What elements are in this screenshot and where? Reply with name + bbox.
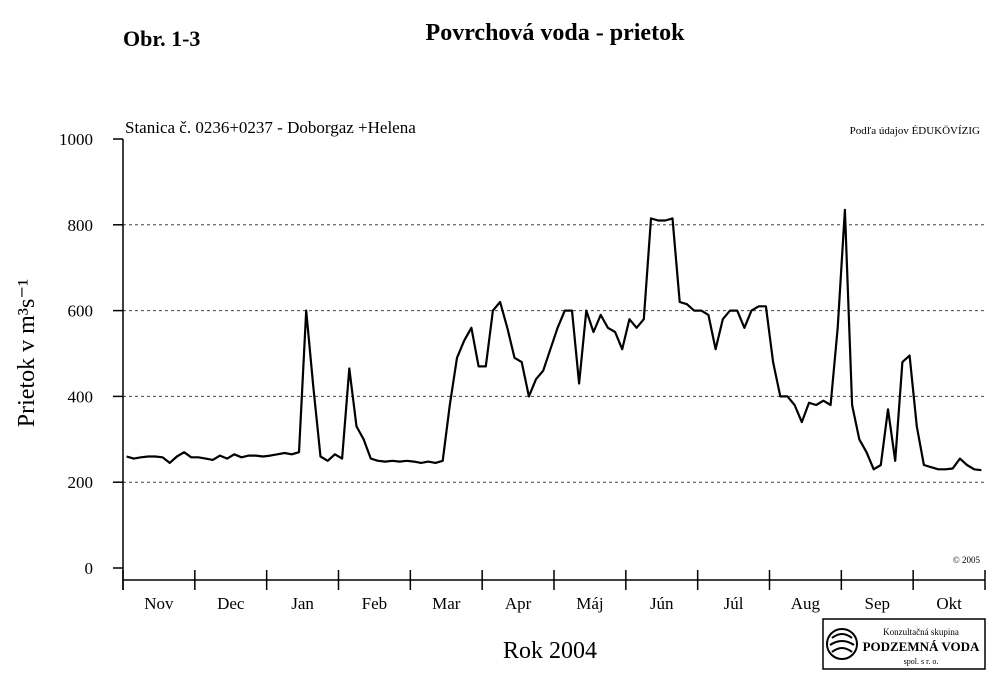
y-tick-label: 400 — [68, 387, 94, 406]
logo-line2: PODZEMNÁ VODA — [863, 639, 980, 654]
logo-line3: spol. s r. o. — [904, 657, 939, 666]
x-tick-label: Nov — [144, 594, 174, 613]
x-axis-label: Rok 2004 — [503, 638, 597, 664]
x-tick-label: Aug — [791, 594, 821, 613]
chart-title: Povrchová voda - prietok — [426, 20, 686, 46]
source: Podľa údajov ÉDUKÖVÍZIG — [850, 125, 980, 137]
x-tick-label: Máj — [576, 594, 603, 613]
logo-box — [822, 618, 986, 670]
data-line — [126, 208, 982, 472]
logo-icon-waves — [829, 633, 855, 653]
y-tick-label: 600 — [68, 302, 94, 321]
copyright: © 2005 — [953, 555, 981, 565]
subtitle: Stanica č. 0236+0237 - Doborgaz +Helena — [125, 118, 416, 137]
x-tick-label: Okt — [936, 594, 962, 613]
x-tick-label: Júl — [724, 594, 744, 613]
x-tick-label: Mar — [432, 594, 461, 613]
x-tick-label: Apr — [505, 594, 532, 613]
logo-icon — [826, 628, 858, 660]
y-axis-label: Prietok v m³s⁻¹ — [14, 279, 40, 427]
logo-line1: Konzultačná skupina — [883, 627, 959, 637]
x-tick-label: Dec — [217, 594, 245, 613]
figure-label: Obr. 1-3 — [123, 26, 200, 51]
x-tick-label: Feb — [362, 594, 388, 613]
y-tick-label: 0 — [85, 559, 94, 578]
x-tick-label: Jan — [291, 594, 314, 613]
x-tick-label: Sep — [865, 594, 891, 613]
y-tick-label: 200 — [68, 473, 94, 492]
logo: Konzultačná skupina PODZEMNÁ VODA spol. … — [822, 618, 986, 670]
x-tick-label: Jún — [650, 594, 674, 613]
y-tick-label: 800 — [68, 216, 94, 235]
y-tick-label: 1000 — [59, 130, 93, 149]
